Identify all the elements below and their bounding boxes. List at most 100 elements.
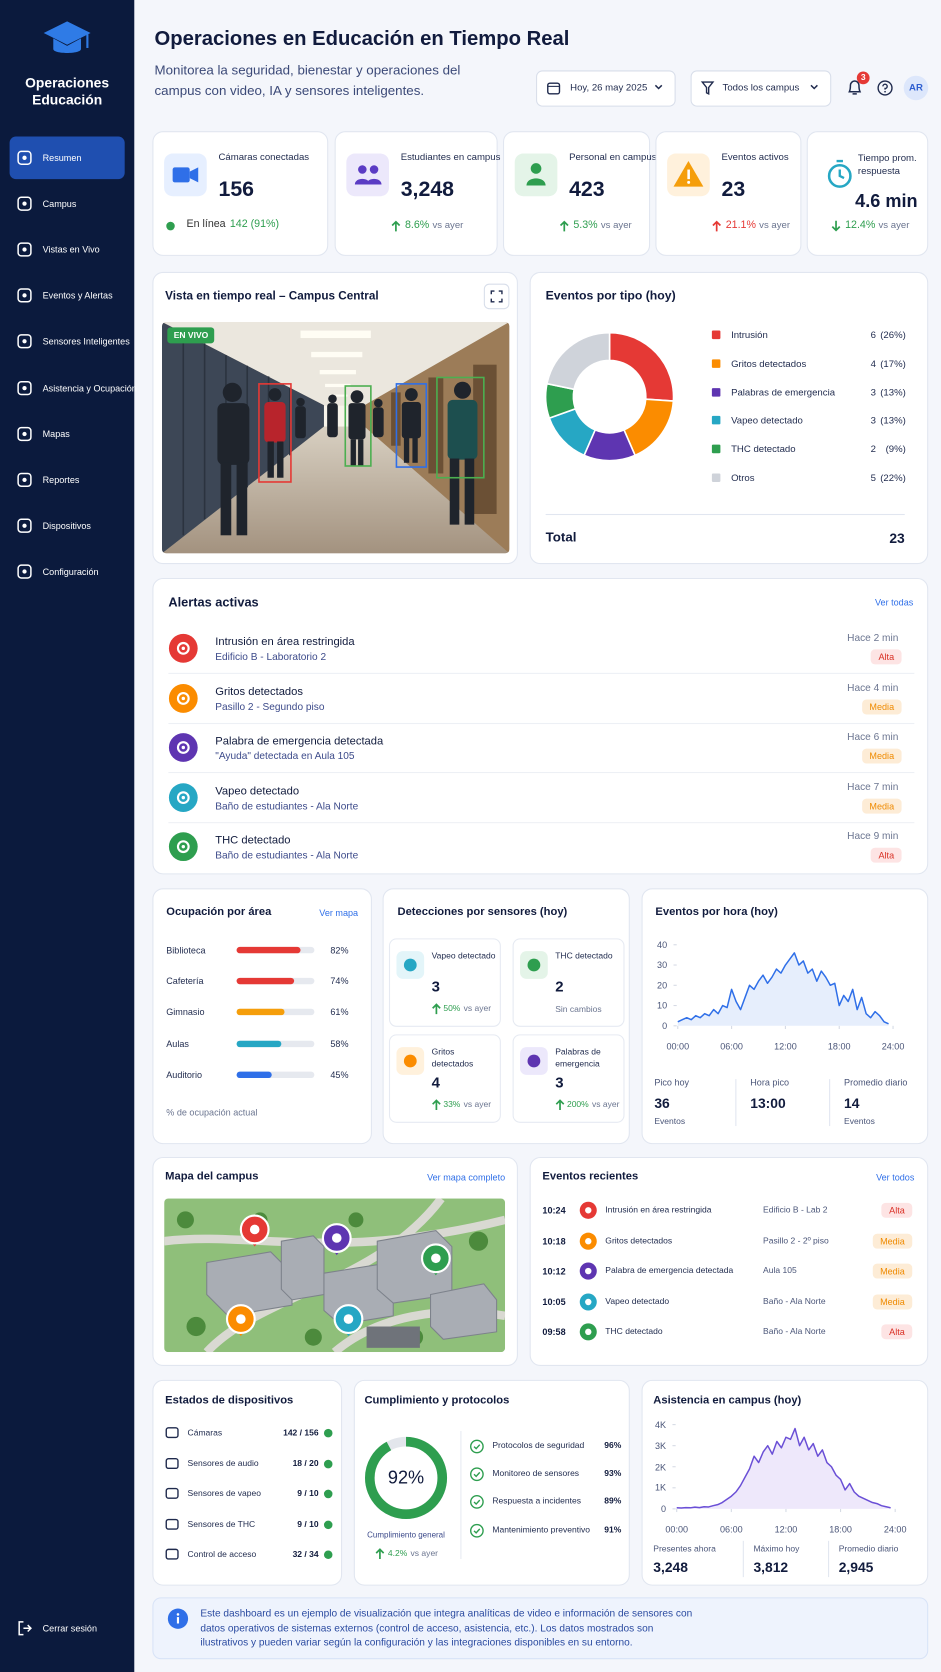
- help-icon[interactable]: [877, 80, 893, 96]
- graphic-part: [22, 293, 27, 298]
- graphic-part: [432, 1099, 441, 1111]
- nav-icon: [17, 426, 32, 441]
- graphic-part: [470, 1523, 484, 1538]
- bar-label: Cafetería: [166, 975, 204, 987]
- event-title: Intrusión en área restringida: [605, 1204, 712, 1215]
- gauge-label: 92%: [387, 1467, 425, 1488]
- logout[interactable]: Cerrar sesión: [42, 1622, 98, 1634]
- graphic-part: [369, 165, 379, 174]
- bell-icon[interactable]: [847, 79, 862, 96]
- graphic-part: [236, 462, 248, 536]
- graphic-part: [300, 330, 371, 339]
- panel-link[interactable]: Ver todas: [875, 597, 914, 608]
- y-tick-label: 0: [662, 1020, 668, 1032]
- brand-title: Operaciones Educación: [25, 74, 110, 108]
- sensor-label: THC detectado: [555, 951, 613, 961]
- graphic-part: [17, 334, 32, 349]
- graphic-part: [328, 394, 337, 404]
- graphic-part: [165, 1427, 179, 1439]
- nav-item[interactable]: Mapas: [42, 428, 70, 439]
- nav-icon: [17, 518, 32, 533]
- legend-value: 3: [870, 386, 876, 398]
- legend-share: (17%): [880, 358, 906, 369]
- stat-value: 13:00: [750, 1095, 786, 1112]
- graphic-part: [687, 180, 691, 184]
- compliance-label: Mantenimiento preventivo: [492, 1524, 590, 1535]
- graphic-part: [848, 80, 862, 95]
- event-location: Baño - Ala Norte: [763, 1296, 826, 1307]
- legend-label: Intrusión: [731, 329, 768, 341]
- bar-label: Biblioteca: [166, 944, 206, 956]
- severity-badge: Alta: [871, 649, 902, 665]
- graphic-part: [585, 1298, 592, 1305]
- nav-item[interactable]: Dispositivos: [42, 520, 91, 531]
- device-icon: [165, 1518, 179, 1530]
- nav-item[interactable]: Configuración: [42, 566, 99, 577]
- avatar[interactable]: [903, 75, 929, 101]
- total-label: Total: [545, 529, 577, 545]
- legend-swatch: [711, 473, 721, 482]
- nav-item[interactable]: Eventos y Alertas: [42, 290, 113, 302]
- graphic-part: [527, 958, 541, 972]
- alert-icon: [168, 683, 198, 713]
- event-icon: [579, 1232, 597, 1250]
- kpi-note-prefix: En línea: [186, 218, 226, 231]
- graphic-part: [22, 477, 27, 482]
- sensor-change: 33% vs ayer: [443, 1099, 491, 1109]
- calendar-icon: [547, 82, 561, 95]
- legend-swatch: [711, 416, 721, 425]
- campus-filter[interactable]: [690, 70, 832, 107]
- graphic-part: [468, 1231, 489, 1251]
- graphic-part: [470, 1467, 484, 1482]
- panel-title: Alertas activas: [168, 595, 259, 610]
- alert-title: Gritos detectados: [215, 685, 303, 698]
- alert-title: THC detectado: [215, 833, 291, 847]
- panel-link[interactable]: Ver todos: [876, 1171, 915, 1183]
- expand-button[interactable]: [483, 283, 510, 310]
- graphic-part: [43, 21, 91, 45]
- severity-badge: Alta: [871, 847, 902, 863]
- graphic-part: [514, 153, 558, 197]
- graphic-part: [403, 1054, 417, 1068]
- x-tick-label: 24:00: [883, 1523, 907, 1535]
- graphic-part: [395, 383, 428, 468]
- graphic-part: [810, 84, 818, 90]
- bar: [236, 1071, 272, 1078]
- nav-item[interactable]: Campus: [42, 198, 77, 210]
- graphic-part: [436, 376, 485, 479]
- graphic-part: [176, 641, 190, 655]
- sensor-change-note: vs ayer: [591, 1099, 620, 1109]
- graphic-part: [432, 1003, 441, 1015]
- nav-item[interactable]: Sensores Inteligentes: [42, 336, 130, 347]
- area-chart: [673, 944, 894, 1030]
- nav-item[interactable]: Resumen: [42, 152, 82, 164]
- legend-label: THC detectado: [731, 443, 796, 455]
- device-icon: [165, 1427, 179, 1439]
- compliance-card: [353, 1379, 630, 1586]
- graphic-part: [181, 646, 186, 651]
- graphic-part: [473, 364, 497, 514]
- kpi-value: 23: [721, 178, 746, 202]
- panel-link[interactable]: Ver mapa: [319, 907, 359, 919]
- y-tick-label: 1K: [654, 1482, 667, 1494]
- chevron: [654, 84, 663, 90]
- nav-item[interactable]: Asistencia y Ocupación: [42, 382, 137, 393]
- graphic-part: [375, 1548, 385, 1559]
- legend-label: Otros: [731, 472, 755, 484]
- device-label: Sensores de THC: [187, 1518, 256, 1529]
- graphic-part: [831, 220, 841, 232]
- legend-label: Vapeo detectado: [731, 415, 803, 426]
- sensor-value: 4: [431, 1073, 440, 1091]
- kpi-change: 8.6% vs ayer: [405, 220, 463, 232]
- nav-icon: [17, 196, 32, 211]
- nav-item[interactable]: Vistas en Vivo: [42, 244, 100, 256]
- sensor-value: 2: [555, 977, 564, 995]
- live-badge: EN VIVO: [167, 327, 215, 344]
- nav-item[interactable]: Reportes: [42, 474, 80, 485]
- graphic-part: [17, 518, 32, 533]
- graphic-part: [428, 377, 444, 474]
- panel-link[interactable]: Ver mapa completo: [427, 1171, 506, 1183]
- device-icon: [165, 1548, 179, 1560]
- panel-title: Ocupación por área: [166, 905, 272, 919]
